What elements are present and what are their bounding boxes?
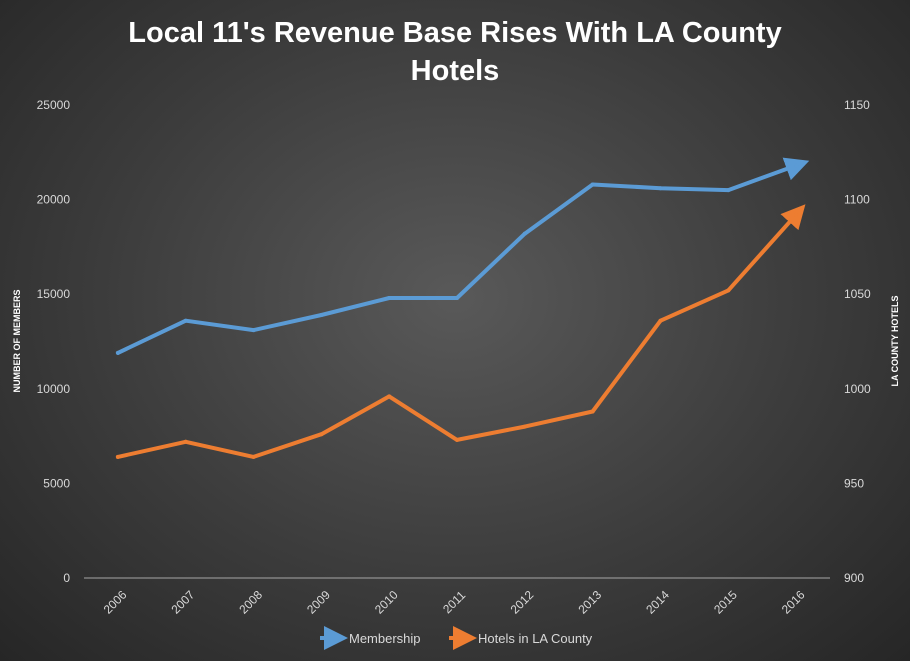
data-point-membership <box>319 313 324 318</box>
data-point-hotels <box>794 212 799 217</box>
data-point-membership <box>251 328 256 333</box>
data-point-membership <box>387 295 392 300</box>
y-right-tick-label: 1000 <box>844 382 871 396</box>
x-tick-label: 2009 <box>304 588 333 617</box>
data-point-hotels <box>658 318 663 323</box>
x-tick-label: 2014 <box>643 588 672 617</box>
x-tick-label: 2013 <box>575 588 604 617</box>
data-point-membership <box>794 163 799 168</box>
data-point-membership <box>658 186 663 191</box>
data-point-hotels <box>183 439 188 444</box>
legend-item-hotels: Hotels in LA County <box>449 626 593 650</box>
chart-title-line-1: Local 11's Revenue Base Rises With LA Co… <box>128 17 781 49</box>
series-layer <box>115 157 810 459</box>
data-point-hotels <box>387 394 392 399</box>
x-tick-label: 2016 <box>779 588 808 617</box>
y-left-tick-label: 10000 <box>37 382 71 396</box>
x-tick-label: 2015 <box>711 588 740 617</box>
x-tick-label: 2012 <box>508 588 537 617</box>
data-point-membership <box>455 295 459 300</box>
y-right-tick-label: 1050 <box>844 287 871 301</box>
series-line-hotels <box>115 204 806 459</box>
y-axis-left-title: NUMBER OF MEMBERS <box>12 290 22 393</box>
legend-item-membership: Membership <box>320 626 421 650</box>
legend-label-hotels: Hotels in LA County <box>478 631 593 646</box>
x-tick-label: 2011 <box>440 588 468 616</box>
x-tick-label: 2010 <box>372 588 401 617</box>
legend-label-membership: Membership <box>349 631 421 646</box>
legend: Membership Hotels in LA County <box>320 626 593 650</box>
y-right-tick-label: 1100 <box>844 193 870 207</box>
x-axis: 2006 2007 2008 2009 2010 2011 2012 2013 2014 2015… <box>101 588 808 617</box>
y-right-tick-label: 950 <box>844 476 864 490</box>
y-axis-left: 25000 20000 15000 10000 5000 0 <box>37 98 71 585</box>
data-point-membership <box>522 231 527 236</box>
y-left-tick-label: 15000 <box>37 287 71 301</box>
data-point-hotels <box>590 409 595 414</box>
data-point-membership <box>115 350 120 355</box>
chart-title-line-2: Hotels <box>411 55 500 87</box>
y-left-tick-label: 0 <box>63 571 70 585</box>
series-line-membership <box>115 157 810 355</box>
data-point-membership <box>590 182 595 187</box>
data-point-hotels <box>455 437 459 442</box>
data-point-membership <box>726 188 731 193</box>
y-left-tick-label: 5000 <box>43 476 70 490</box>
data-point-hotels <box>115 454 120 459</box>
data-point-hotels <box>522 424 527 429</box>
y-left-tick-label: 20000 <box>37 193 71 207</box>
y-axis-right: 1150 1100 1050 1000 950 900 <box>844 98 871 585</box>
data-point-membership <box>183 318 188 323</box>
y-right-tick-label: 900 <box>844 571 864 585</box>
data-point-hotels <box>251 454 256 459</box>
data-point-hotels <box>319 432 324 437</box>
y-right-tick-label: 1150 <box>844 98 870 112</box>
y-axis-right-title: LA COUNTY HOTELS <box>890 295 900 386</box>
y-left-tick-label: 25000 <box>37 98 71 112</box>
x-tick-label: 2008 <box>236 588 265 617</box>
x-tick-label: 2007 <box>169 588 198 617</box>
x-tick-label: 2006 <box>101 588 130 617</box>
data-point-hotels <box>726 288 731 293</box>
